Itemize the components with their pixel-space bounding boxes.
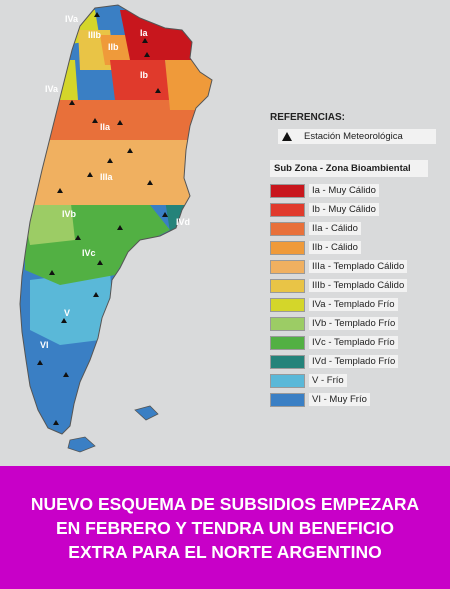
zone-legend-list: Ia - Muy Cálido Ib - Muy Cálido IIa - Cáli…	[270, 181, 445, 409]
station-icon	[37, 360, 43, 365]
zone-legend-label: IIb - Cálido	[309, 241, 361, 254]
map-legend: REFERENCIAS: Estación Meteorológica Sub …	[270, 112, 445, 409]
station-icon	[92, 118, 98, 123]
zone-legend-label: IIIa - Templado Cálido	[309, 260, 408, 273]
zone-legend-label: V - Frío	[309, 374, 347, 387]
station-icon	[63, 372, 69, 377]
station-icon	[147, 180, 153, 185]
station-icon	[61, 318, 67, 323]
station-icon	[162, 212, 168, 217]
zone-ia-region	[120, 10, 200, 60]
zone-label-iiia: IIIa	[100, 172, 114, 182]
station-icon	[69, 100, 75, 105]
zone-label-ivd: IVd	[176, 217, 190, 227]
zone-legend-label: Ia - Muy Cálido	[309, 184, 379, 197]
zone-color-swatch	[270, 259, 305, 274]
zone-color-swatch	[270, 316, 305, 331]
station-icon	[87, 172, 93, 177]
station-icon	[117, 120, 123, 125]
triangle-station-icon	[282, 132, 292, 141]
zone-label-v: V	[64, 308, 70, 318]
zone-legend-item: IIa - Cálido	[270, 219, 445, 238]
station-icon	[93, 292, 99, 297]
station-markers	[37, 12, 168, 425]
zone-legend-item: V - Frío	[270, 371, 445, 390]
station-icon	[144, 52, 150, 57]
zone-legend-item: IVa - Templado Frío	[270, 295, 445, 314]
zone-legend-label: VI - Muy Frío	[309, 393, 370, 406]
zone-v-region	[30, 270, 112, 345]
zone-iib-region	[100, 35, 130, 65]
headline-text: NUEVO ESQUEMA DE SUBSIDIOS EMPEZARA EN F…	[30, 493, 420, 562]
zone-color-swatch	[270, 335, 305, 350]
station-legend-item: Estación Meteorológica	[278, 129, 436, 144]
station-icon	[53, 420, 59, 425]
zone-legend-item: IVd - Templado Frío	[270, 352, 445, 371]
zone-ib-region	[110, 60, 170, 100]
station-icon	[94, 12, 100, 17]
malvinas-islands	[134, 405, 159, 421]
zone-legend-label: Ib - Muy Cálido	[309, 203, 379, 216]
country-outline	[19, 4, 213, 435]
zone-legend-label: IVd - Templado Frío	[309, 355, 399, 368]
zone-legend-item: VI - Muy Frío	[270, 390, 445, 409]
station-icon	[107, 158, 113, 163]
zone-color-swatch	[270, 202, 305, 217]
zone-color-swatch	[270, 221, 305, 236]
station-icon	[49, 270, 55, 275]
zone-label-ia: Ia	[140, 28, 149, 38]
zone-label-iva-north: IVa	[65, 14, 79, 24]
zone-legend-item: IIIa - Templado Cálido	[270, 257, 445, 276]
zone-color-swatch	[270, 183, 305, 198]
zone-legend-item: IVb - Templado Frío	[270, 314, 445, 333]
zone-label-ib: Ib	[140, 70, 149, 80]
zone-label-ivb: IVb	[62, 209, 77, 219]
zone-legend-label: IIIb - Templado Cálido	[309, 279, 408, 292]
zone-iib-east-region	[165, 60, 212, 110]
zone-legend-item: Ib - Muy Cálido	[270, 200, 445, 219]
station-label: Estación Meteorológica	[304, 131, 403, 142]
zone-legend-label: IVa - Templado Frío	[309, 298, 398, 311]
zone-color-swatch	[270, 240, 305, 255]
zone-legend-label: IVb - Templado Frío	[309, 317, 399, 330]
subzone-title: Sub Zona - Zona Bioambiental	[270, 160, 428, 177]
zone-color-swatch	[270, 278, 305, 293]
zone-label-iib: IIb	[108, 42, 119, 52]
zone-color-swatch	[270, 373, 305, 388]
station-icon	[127, 148, 133, 153]
zone-label-vi: VI	[40, 340, 49, 350]
zone-legend-item: IIIb - Templado Cálido	[270, 276, 445, 295]
zone-label-iiib: IIIb	[88, 30, 102, 40]
zone-color-swatch	[270, 297, 305, 312]
station-icon	[155, 88, 161, 93]
zone-legend-item: Ia - Muy Cálido	[270, 181, 445, 200]
zone-legend-item: IIb - Cálido	[270, 238, 445, 257]
station-icon	[57, 188, 63, 193]
station-icon	[142, 38, 148, 43]
zone-iiia-region	[25, 140, 200, 205]
zone-legend-label: IVc - Templado Frío	[309, 336, 398, 349]
zone-legend-item: IVc - Templado Frío	[270, 333, 445, 352]
zone-label-ivc: IVc	[82, 248, 96, 258]
zone-legend-label: IIa - Cálido	[309, 222, 361, 235]
references-title: REFERENCIAS:	[270, 112, 346, 123]
zone-label-iva-west: IVa	[45, 84, 59, 94]
station-icon	[75, 235, 81, 240]
zone-label-iia: IIa	[100, 122, 111, 132]
headline-banner: NUEVO ESQUEMA DE SUBSIDIOS EMPEZARA EN F…	[0, 466, 450, 589]
zone-color-swatch	[270, 354, 305, 369]
map-area: Ia Ib IVa IIIb IIb IVa IIa IIIa IVb IVc …	[19, 4, 445, 453]
zone-iva-west-region	[40, 60, 78, 100]
zone-color-swatch	[270, 392, 305, 407]
station-icon	[97, 260, 103, 265]
tierra-del-fuego	[67, 436, 96, 453]
station-icon	[117, 225, 123, 230]
argentina-bioclimatic-map: Ia Ib IVa IIIb IIb IVa IIa IIIa IVb IVc …	[19, 4, 213, 453]
